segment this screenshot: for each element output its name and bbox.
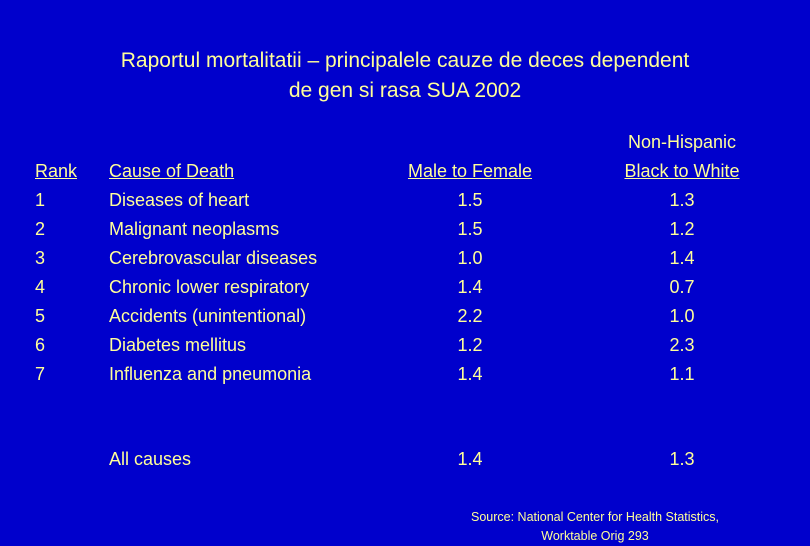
row-male-to-female: 1.4 (457, 277, 483, 297)
row-black-to-white: 2.3 (669, 335, 695, 355)
row-black-to-white: 0.7 (669, 277, 695, 297)
row-rank: 3 (35, 248, 46, 268)
row-cause: Cerebrovascular diseases (109, 248, 318, 268)
slide-title: Raportul mortalitatii – principalele cau… (0, 46, 810, 106)
row-rank: 6 (35, 335, 46, 355)
row-cause: Influenza and pneumonia (109, 364, 312, 384)
row-cause: Diabetes mellitus (109, 335, 247, 355)
total-cause: All causes (109, 449, 192, 469)
title-line-2: de gen si rasa SUA 2002 (288, 79, 522, 102)
header-male-to-female: Male to Female (407, 161, 533, 181)
row-black-to-white: 1.3 (669, 190, 695, 210)
row-black-to-white: 1.0 (669, 306, 695, 326)
header-black-to-white-line2: Black to White (624, 161, 740, 181)
row-male-to-female: 1.5 (457, 219, 483, 239)
header-cause: Cause of Death (109, 161, 235, 181)
source-line-1: Source: National Center for Health Stati… (470, 510, 720, 524)
row-rank: 5 (35, 306, 46, 326)
row-rank: 2 (35, 219, 46, 239)
title-line-1: Raportul mortalitatii – principalele cau… (120, 49, 690, 72)
row-black-to-white: 1.1 (669, 364, 695, 384)
row-black-to-white: 1.4 (669, 248, 695, 268)
row-male-to-female: 1.0 (457, 248, 483, 268)
source-line-2: Worktable Orig 293 (541, 529, 649, 543)
total-black-to-white: 1.3 (669, 449, 695, 469)
row-rank: 1 (35, 190, 46, 210)
row-male-to-female: 1.4 (457, 364, 483, 384)
header-black-to-white-line1: Non-Hispanic (627, 132, 737, 152)
row-rank: 7 (35, 364, 46, 384)
row-cause: Malignant neoplasms (109, 219, 280, 239)
row-black-to-white: 1.2 (669, 219, 695, 239)
row-male-to-female: 2.2 (457, 306, 483, 326)
row-rank: 4 (35, 277, 46, 297)
total-male-to-female: 1.4 (457, 449, 483, 469)
row-cause: Diseases of heart (109, 190, 250, 210)
row-male-to-female: 1.5 (457, 190, 483, 210)
source-note: Source: National Center for Health Stati… (430, 508, 760, 546)
row-cause: Accidents (unintentional) (109, 306, 307, 326)
header-rank: Rank (35, 161, 78, 181)
row-cause: Chronic lower respiratory (109, 277, 310, 297)
row-male-to-female: 1.2 (457, 335, 483, 355)
